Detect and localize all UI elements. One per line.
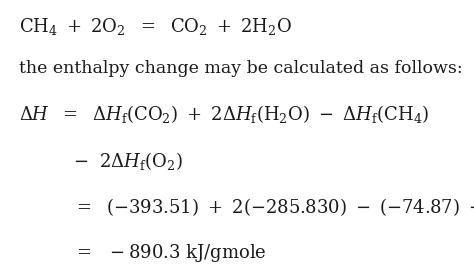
Text: $=\ \ -890.3\ \mathrm{kJ/gmole}$: $=\ \ -890.3\ \mathrm{kJ/gmole}$ <box>73 242 267 264</box>
Text: $-\ \ 2\Delta H_{\mathrm{f}}(\mathrm{O_2})$: $-\ \ 2\Delta H_{\mathrm{f}}(\mathrm{O_2… <box>73 150 183 172</box>
Text: $=\ \ (-393.51)\ +\ 2(-285.830)\ -\ (-74.87)\ -\ 0$: $=\ \ (-393.51)\ +\ 2(-285.830)\ -\ (-74… <box>73 196 474 218</box>
Text: the enthalpy change may be calculated as follows:: the enthalpy change may be calculated as… <box>19 59 463 77</box>
Text: $\mathdefault{CH_4\ +\ 2O_2\ \ =\ \ CO_2\ +\ 2H_2O}$: $\mathdefault{CH_4\ +\ 2O_2\ \ =\ \ CO_2… <box>19 16 292 37</box>
Text: $\Delta H\ \ =\ \ \Delta H_{\mathrm{f}}(\mathrm{CO_2})\ +\ 2\Delta H_{\mathrm{f}: $\Delta H\ \ =\ \ \Delta H_{\mathrm{f}}(… <box>19 103 429 125</box>
